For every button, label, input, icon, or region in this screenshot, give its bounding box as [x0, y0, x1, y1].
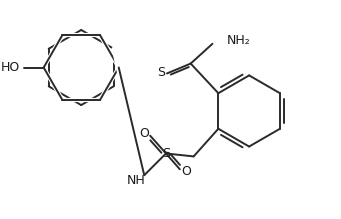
Text: NH: NH — [127, 174, 146, 187]
Text: O: O — [181, 165, 191, 178]
Text: HO: HO — [0, 61, 20, 74]
Text: S: S — [157, 66, 165, 79]
Text: S: S — [162, 147, 170, 160]
Text: NH₂: NH₂ — [227, 34, 251, 47]
Text: O: O — [139, 127, 149, 140]
